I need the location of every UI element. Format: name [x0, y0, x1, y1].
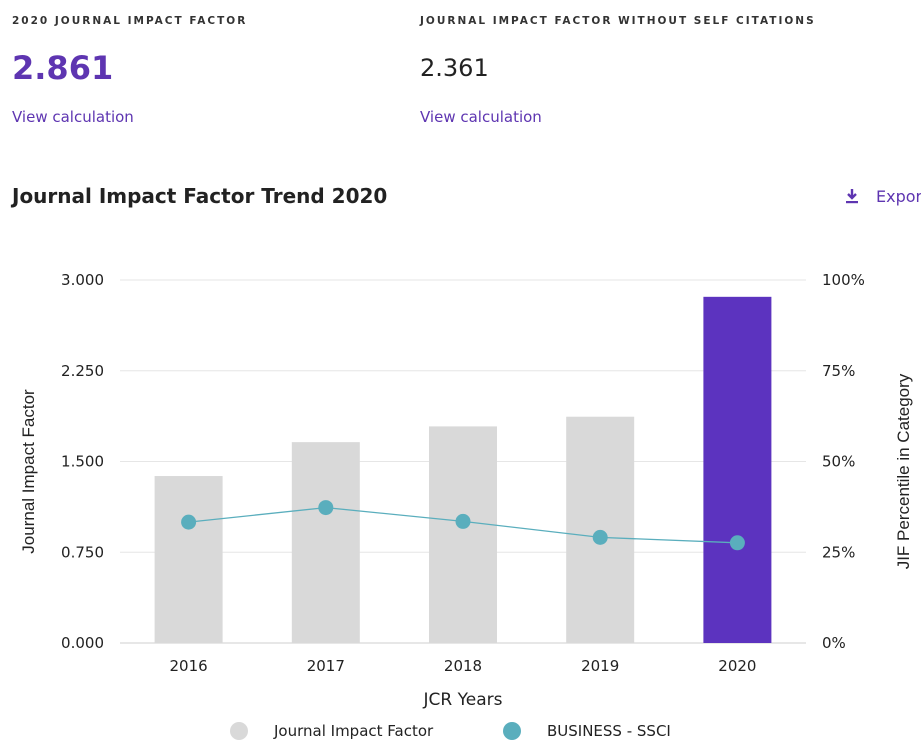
- jif-label: 2020 JOURNAL IMPACT FACTOR: [12, 15, 248, 27]
- x-tick-label: 2016: [170, 657, 208, 675]
- legend-swatch-jif: [230, 722, 248, 740]
- jif-value: 2.861: [12, 49, 114, 87]
- chart-legend: Journal Impact Factor BUSINESS - SSCI: [0, 722, 921, 746]
- jif-view-calculation-link[interactable]: View calculation: [12, 108, 134, 126]
- point-business-ssci-2016: [181, 514, 197, 530]
- bar-jif-2017: [291, 442, 360, 643]
- bar-jif-2016: [154, 476, 223, 643]
- legend-label-business-ssci: BUSINESS - SSCI: [547, 722, 671, 740]
- point-business-ssci-2020: [729, 535, 745, 551]
- y-tick-label: 2.250: [61, 362, 104, 380]
- jif-no-self-label: JOURNAL IMPACT FACTOR WITHOUT SELF CITAT…: [420, 15, 816, 27]
- y2-tick-label: 25%: [822, 543, 855, 561]
- point-business-ssci-2018: [455, 513, 471, 529]
- y-axis-title: Journal Impact Factor: [19, 389, 38, 554]
- y2-tick-label: 50%: [822, 453, 855, 471]
- y2-tick-label: 0%: [822, 634, 846, 652]
- jif-no-self-view-calculation-link[interactable]: View calculation: [420, 108, 542, 126]
- bar-jif-2018: [429, 426, 497, 643]
- point-business-ssci-2019: [592, 529, 608, 545]
- x-tick-label: 2019: [581, 657, 619, 675]
- x-tick-label: 2017: [307, 657, 345, 675]
- jif-no-self-value: 2.361: [420, 54, 489, 82]
- x-axis-title: JCR Years: [423, 690, 503, 710]
- trend-title: Journal Impact Factor Trend 2020: [12, 184, 388, 208]
- y-tick-label: 3.000: [61, 271, 104, 289]
- bar-jif-2019: [566, 416, 635, 643]
- point-business-ssci-2017: [318, 500, 334, 516]
- x-tick-label: 2020: [718, 657, 756, 675]
- y-tick-label: 1.500: [61, 453, 104, 471]
- download-icon: [846, 189, 858, 204]
- y-tick-label: 0.000: [61, 634, 104, 652]
- y2-tick-label: 75%: [822, 362, 855, 380]
- legend-item-business-ssci[interactable]: BUSINESS - SSCI: [503, 722, 671, 740]
- legend-label-jif: Journal Impact Factor: [274, 722, 434, 740]
- legend-swatch-business-ssci: [503, 722, 521, 740]
- legend-item-jif[interactable]: Journal Impact Factor: [230, 722, 433, 740]
- bar-jif-2020: [703, 296, 772, 643]
- export-button[interactable]: Export: [842, 186, 921, 206]
- y2-tick-label: 100%: [822, 271, 865, 289]
- y-tick-label: 0.750: [61, 543, 104, 561]
- x-tick-label: 2018: [444, 657, 482, 675]
- y2-axis-title: JIF Percentile in Category: [894, 373, 913, 569]
- jif-trend-chart: 0.000 0% 0.750 25% 1.500 50% 2.250 75% 3.000 100%…: [19, 271, 913, 710]
- export-label: Export: [876, 186, 921, 206]
